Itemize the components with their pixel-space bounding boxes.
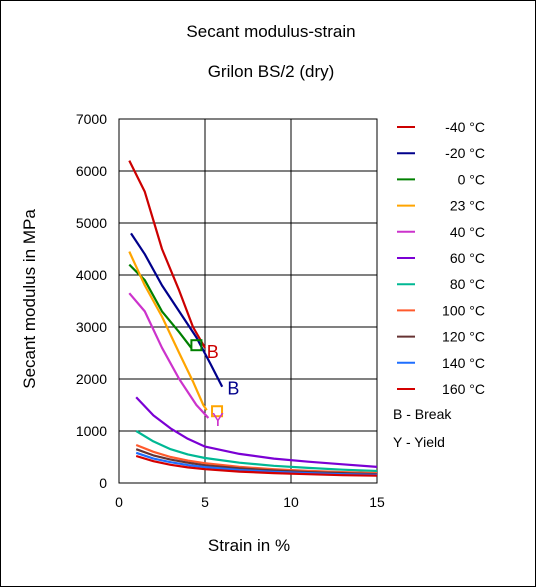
x-tick-label: 10 bbox=[283, 494, 299, 510]
y-axis-label: Secant modulus in MPa bbox=[20, 209, 39, 389]
point-annotation: B bbox=[227, 379, 239, 399]
series-line bbox=[128, 263, 193, 349]
point-annotation: B bbox=[207, 342, 219, 362]
legend-label: 120 °C bbox=[442, 329, 485, 345]
series-line bbox=[130, 232, 224, 388]
series-line bbox=[135, 454, 378, 477]
legend-label: 60 °C bbox=[450, 250, 485, 266]
series-group bbox=[128, 160, 378, 477]
series-line bbox=[128, 292, 210, 419]
legend-label: 40 °C bbox=[450, 224, 485, 240]
square-marker bbox=[211, 405, 224, 418]
legend-label: 0 °C bbox=[458, 171, 485, 187]
legend-label: 140 °C bbox=[442, 355, 485, 371]
legend-label: -20 °C bbox=[445, 145, 485, 161]
x-tick-label: 5 bbox=[201, 494, 209, 510]
series-line bbox=[135, 430, 378, 473]
y-tick-label: 0 bbox=[99, 475, 107, 491]
series-line bbox=[128, 251, 208, 411]
series-line bbox=[128, 160, 206, 349]
point-annotation: Y bbox=[212, 410, 224, 430]
legend-label: 100 °C bbox=[442, 302, 485, 318]
plot-area bbox=[118, 118, 378, 484]
note-yield: Y - Yield bbox=[393, 434, 445, 450]
y-tick-label: 6000 bbox=[76, 163, 107, 179]
x-axis-label: Strain in % bbox=[208, 536, 290, 555]
series-line bbox=[135, 396, 378, 468]
y-tick-label: 1000 bbox=[76, 423, 107, 439]
chart-title: Secant modulus-strain bbox=[186, 22, 355, 41]
marker-group: BBY bbox=[190, 339, 239, 430]
legend: -40 °C -20 °C 0 °C 23 °C 40 °C 60 °C 80 °C 100 … bbox=[397, 119, 485, 397]
legend-label: 23 °C bbox=[450, 198, 485, 214]
legend-label: 80 °C bbox=[450, 276, 485, 292]
y-tick-label: 2000 bbox=[76, 371, 107, 387]
chart-subtitle: Grilon BS/2 (dry) bbox=[208, 62, 335, 81]
x-tick-label: 0 bbox=[115, 494, 123, 510]
square-marker bbox=[190, 339, 203, 352]
y-tick-label: 5000 bbox=[76, 215, 107, 231]
grid bbox=[118, 118, 378, 484]
y-tick-label: 3000 bbox=[76, 319, 107, 335]
y-tick-label: 4000 bbox=[76, 267, 107, 283]
x-tick-label: 15 bbox=[369, 494, 385, 510]
legend-label: 160 °C bbox=[442, 381, 485, 397]
legend-label: -40 °C bbox=[445, 119, 485, 135]
series-line bbox=[135, 443, 378, 475]
y-tick-label: 7000 bbox=[76, 111, 107, 127]
tick-labels: 0 5 10 15 0 1000 2000 3000 4000 5000 6000 7000 bbox=[76, 111, 385, 510]
note-break: B - Break bbox=[393, 406, 452, 422]
